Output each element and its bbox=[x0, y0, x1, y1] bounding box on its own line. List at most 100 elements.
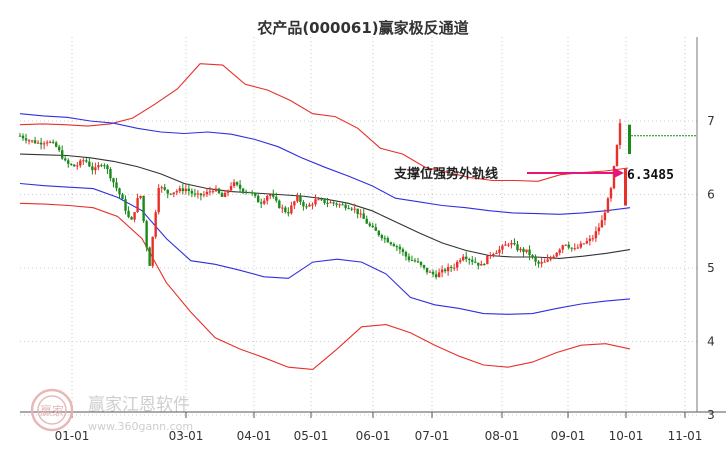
candle-body bbox=[558, 249, 561, 253]
candle-body bbox=[82, 160, 85, 162]
y-tick-label: 4 bbox=[707, 335, 715, 349]
candle-body bbox=[151, 236, 154, 266]
candle-body bbox=[278, 200, 281, 209]
y-tick-label: 3 bbox=[707, 408, 715, 422]
candle-body bbox=[332, 202, 335, 204]
candle-body bbox=[24, 138, 28, 141]
candle-body bbox=[407, 256, 411, 261]
channel-bands bbox=[19, 63, 631, 370]
watermark-brand: 赢家江恩软件 bbox=[88, 395, 190, 415]
candle-body bbox=[244, 191, 248, 193]
candle-body bbox=[260, 202, 263, 204]
candle-body bbox=[133, 212, 136, 220]
candle-body bbox=[459, 260, 462, 262]
candle-body bbox=[202, 194, 206, 196]
candle-body bbox=[588, 238, 592, 242]
candle-body bbox=[465, 256, 468, 259]
x-tick-label: 06-01 bbox=[356, 429, 391, 443]
candle-body bbox=[27, 140, 31, 142]
candle-body bbox=[329, 202, 332, 204]
candle-body bbox=[21, 135, 25, 139]
candle-body bbox=[573, 248, 576, 250]
watermark-url: www.360gann.com bbox=[88, 420, 193, 433]
y-tick-label: 7 bbox=[707, 114, 715, 128]
x-tick-label: 09-01 bbox=[551, 429, 586, 443]
candle-body bbox=[615, 144, 619, 167]
candle-body bbox=[91, 166, 94, 171]
candle-body bbox=[546, 259, 549, 262]
chart-title: 农产品(000061)赢家极反通道 bbox=[256, 19, 468, 37]
candle-body bbox=[543, 261, 546, 263]
candle-body bbox=[591, 238, 595, 240]
candle-body bbox=[154, 212, 157, 237]
y-tick-label: 5 bbox=[707, 261, 715, 275]
candle-body bbox=[618, 123, 622, 145]
candle-body bbox=[395, 246, 399, 248]
candle-body bbox=[576, 247, 579, 249]
candle-body bbox=[347, 208, 350, 210]
candle-body bbox=[272, 194, 275, 197]
candle-body bbox=[477, 262, 480, 266]
candle-body bbox=[338, 204, 341, 206]
candle-body bbox=[323, 199, 326, 203]
candle-body bbox=[97, 165, 100, 168]
candle-body bbox=[94, 167, 97, 171]
candle-body bbox=[534, 257, 537, 262]
x-axis: 01-01 03-01 04-01 05-01 06-01 07-01 08-01 09-01… bbox=[20, 411, 726, 443]
candle-body bbox=[480, 264, 483, 266]
candle-body bbox=[359, 213, 362, 215]
candle-body bbox=[287, 211, 290, 214]
candle-body bbox=[100, 165, 103, 167]
annotation-value: 6.3485 bbox=[627, 168, 674, 183]
candle-body bbox=[398, 246, 402, 250]
candle-body bbox=[232, 182, 236, 187]
candle-body bbox=[356, 208, 359, 215]
candle-body bbox=[67, 160, 70, 164]
x-tick-label: 10-01 bbox=[609, 429, 644, 443]
candle-body bbox=[350, 208, 353, 210]
x-tick-label: 03-01 bbox=[169, 429, 204, 443]
candle-body bbox=[413, 260, 417, 262]
candle-body bbox=[462, 256, 465, 261]
candle-body bbox=[537, 261, 540, 264]
candle-body bbox=[392, 244, 396, 247]
candle-body bbox=[401, 249, 405, 252]
candle-body bbox=[561, 245, 564, 250]
candle-body bbox=[196, 193, 200, 195]
candle-body bbox=[452, 267, 456, 269]
candle-body bbox=[389, 242, 393, 245]
candle-body bbox=[365, 218, 368, 224]
candle-body bbox=[33, 140, 37, 144]
candle-body bbox=[516, 244, 519, 251]
x-tick-label: 04-01 bbox=[237, 429, 272, 443]
annotation-arrow-head-icon bbox=[614, 168, 624, 178]
candle-body bbox=[160, 187, 163, 189]
candle-body bbox=[217, 188, 221, 194]
spike-red-bar bbox=[624, 168, 627, 206]
candle-body bbox=[136, 198, 139, 213]
candle-body bbox=[253, 192, 257, 196]
candle-body bbox=[612, 166, 616, 189]
candle-body bbox=[169, 193, 172, 195]
candle-body bbox=[368, 223, 371, 226]
candle-body bbox=[205, 191, 209, 195]
candle-body bbox=[425, 267, 429, 273]
candle-body bbox=[85, 160, 88, 162]
candle-body bbox=[440, 269, 444, 273]
candle-body bbox=[428, 271, 432, 273]
candle-body bbox=[380, 235, 384, 239]
candle-body bbox=[495, 252, 498, 254]
candle-body bbox=[76, 165, 79, 167]
candle-body bbox=[166, 189, 169, 194]
candle-body bbox=[30, 140, 34, 142]
candle-body bbox=[284, 207, 287, 212]
candle-body bbox=[504, 244, 507, 246]
candle-body bbox=[48, 141, 52, 143]
candle-body bbox=[443, 269, 447, 272]
candle-body bbox=[106, 165, 109, 170]
candle-body bbox=[311, 204, 314, 206]
candle-body bbox=[522, 248, 525, 252]
candle-body bbox=[112, 178, 115, 183]
candle-body bbox=[163, 187, 166, 190]
candle-body bbox=[434, 274, 438, 278]
